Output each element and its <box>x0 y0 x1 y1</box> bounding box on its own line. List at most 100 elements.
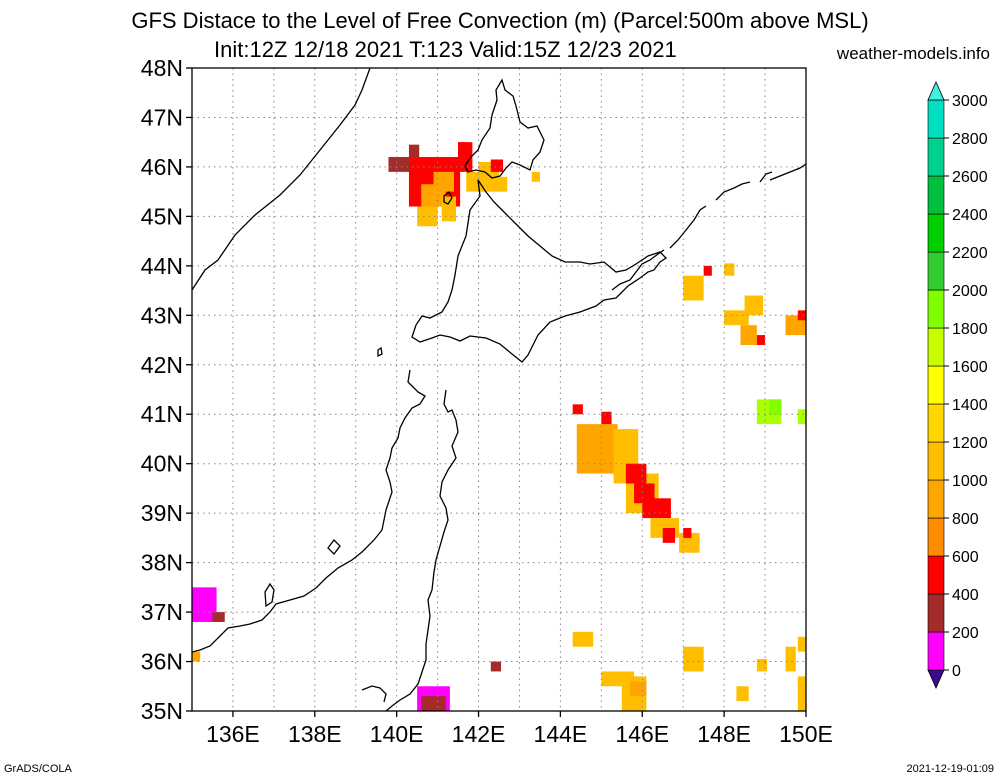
lfc-cell <box>769 399 782 415</box>
colorbar-swatch <box>927 441 945 481</box>
lfc-cell <box>576 424 618 474</box>
lfc-cell <box>756 659 768 672</box>
lfc-cell <box>458 142 469 158</box>
colorbar-swatch <box>927 517 945 557</box>
lat-label: 38N <box>141 550 183 576</box>
colorbar-label: 600 <box>952 549 979 566</box>
colorbar-swatch <box>927 593 945 633</box>
lfc-cell <box>490 661 502 672</box>
lfc-cell <box>601 411 612 425</box>
colorbar-swatch <box>927 175 945 215</box>
lon-label: 144E <box>534 721 588 747</box>
lfc-cell <box>703 265 712 276</box>
lfc-cell <box>212 612 225 622</box>
lon-label: 142E <box>452 721 506 747</box>
map-frame <box>191 67 807 712</box>
lon-label: 140E <box>370 721 424 747</box>
lfc-cell <box>421 696 446 711</box>
lat-label: 39N <box>141 500 183 526</box>
lat-label: 46N <box>141 154 183 180</box>
colorbar-swatch <box>927 365 945 405</box>
lfc-cell <box>625 463 647 484</box>
lfc-cell <box>797 636 806 652</box>
lon-axis-labels: 136E 138E 140E 142E 144E 146E 148E 150E <box>206 711 833 747</box>
lon-label: 150E <box>779 721 833 747</box>
lfc-cell <box>494 176 508 192</box>
lfc-cell <box>531 171 540 182</box>
lfc-cell <box>744 295 764 316</box>
lat-label: 44N <box>141 253 183 279</box>
lfc-cell <box>724 263 735 276</box>
lat-label: 40N <box>141 451 183 477</box>
lon-label: 148E <box>697 721 751 747</box>
lat-label: 47N <box>141 104 183 130</box>
map-subtitle: Init:12Z 12/18 2021 T:123 Valid:15Z 12/2… <box>214 37 677 62</box>
colorbar-label: 800 <box>952 511 979 528</box>
lfc-cell <box>797 676 806 711</box>
colorbar-label: 2000 <box>952 283 988 300</box>
lfc-cell <box>490 159 504 172</box>
lfc-cell <box>740 325 757 345</box>
colorbar-under-arrow <box>927 669 945 689</box>
lfc-cell <box>408 144 420 158</box>
colorbar-label: 200 <box>952 625 979 642</box>
colorbar-legend: 0 200 400 600 800 1000 1200 1400 1600 1800 2000 220… <box>927 81 988 689</box>
lfc-cell <box>388 157 414 172</box>
colorbar-label: 1000 <box>952 473 988 490</box>
colorbar-swatch <box>927 327 945 367</box>
grads-credit: GrADS/COLA <box>4 763 72 775</box>
colorbar-label: 1600 <box>952 359 988 376</box>
lfc-cell <box>683 275 704 301</box>
colorbar-swatch <box>927 99 945 139</box>
lfc-cell <box>642 498 671 519</box>
lfc-cell <box>634 483 655 504</box>
lfc-cell <box>192 651 201 662</box>
colorbar-swatch <box>927 631 945 671</box>
colorbar-label: 1200 <box>952 435 988 452</box>
lfc-field <box>192 142 806 711</box>
render-timestamp: 2021-12-19-01:09 <box>906 763 994 775</box>
lfc-cell <box>662 527 676 543</box>
lat-label: 35N <box>141 698 183 724</box>
lat-label: 41N <box>141 401 183 427</box>
lfc-cell <box>629 681 647 697</box>
colorbar-swatch <box>927 479 945 519</box>
lfc-cell <box>785 646 796 672</box>
lon-label: 146E <box>615 721 669 747</box>
colorbar-swatch <box>927 289 945 329</box>
lat-axis-labels: 35N 36N 37N 38N 39N 40N 41N 42N 43N 44N 45N 46N 47N 4… <box>141 55 192 724</box>
lat-label: 48N <box>141 55 183 81</box>
lfc-cell <box>756 335 766 345</box>
lfc-cell <box>724 310 749 326</box>
colorbar-swatch <box>927 555 945 595</box>
map-title: GFS Distace to the Level of Free Convect… <box>131 8 869 33</box>
coastlines <box>192 68 806 711</box>
site-credit: weather-models.info <box>836 44 990 63</box>
colorbar-label: 3000 <box>952 93 988 110</box>
lat-label: 45N <box>141 203 183 229</box>
lat-label: 37N <box>141 599 183 625</box>
colorbar-swatch <box>927 251 945 291</box>
lfc-cell <box>736 686 749 702</box>
colorbar-label: 2600 <box>952 169 988 186</box>
colorbar-label: 1400 <box>952 397 988 414</box>
lon-label: 136E <box>206 721 260 747</box>
colorbar-over-arrow <box>927 81 945 101</box>
lon-label: 138E <box>288 721 342 747</box>
colorbar-label: 2200 <box>952 245 988 262</box>
colorbar-label: 2400 <box>952 207 988 224</box>
colorbar-swatch <box>927 403 945 443</box>
lfc-cell <box>417 206 438 227</box>
lfc-cell <box>433 171 454 192</box>
colorbar-label: 0 <box>952 663 961 680</box>
lfc-cell <box>572 631 594 647</box>
colorbar-label: 400 <box>952 587 979 604</box>
colorbar-swatch <box>927 137 945 177</box>
lfc-cell <box>683 527 692 538</box>
colorbar-swatch <box>927 213 945 253</box>
colorbar-label: 1800 <box>952 321 988 338</box>
lat-label: 43N <box>141 302 183 328</box>
lat-label: 42N <box>141 352 183 378</box>
lfc-cell <box>797 310 806 321</box>
lfc-cell <box>683 646 704 672</box>
